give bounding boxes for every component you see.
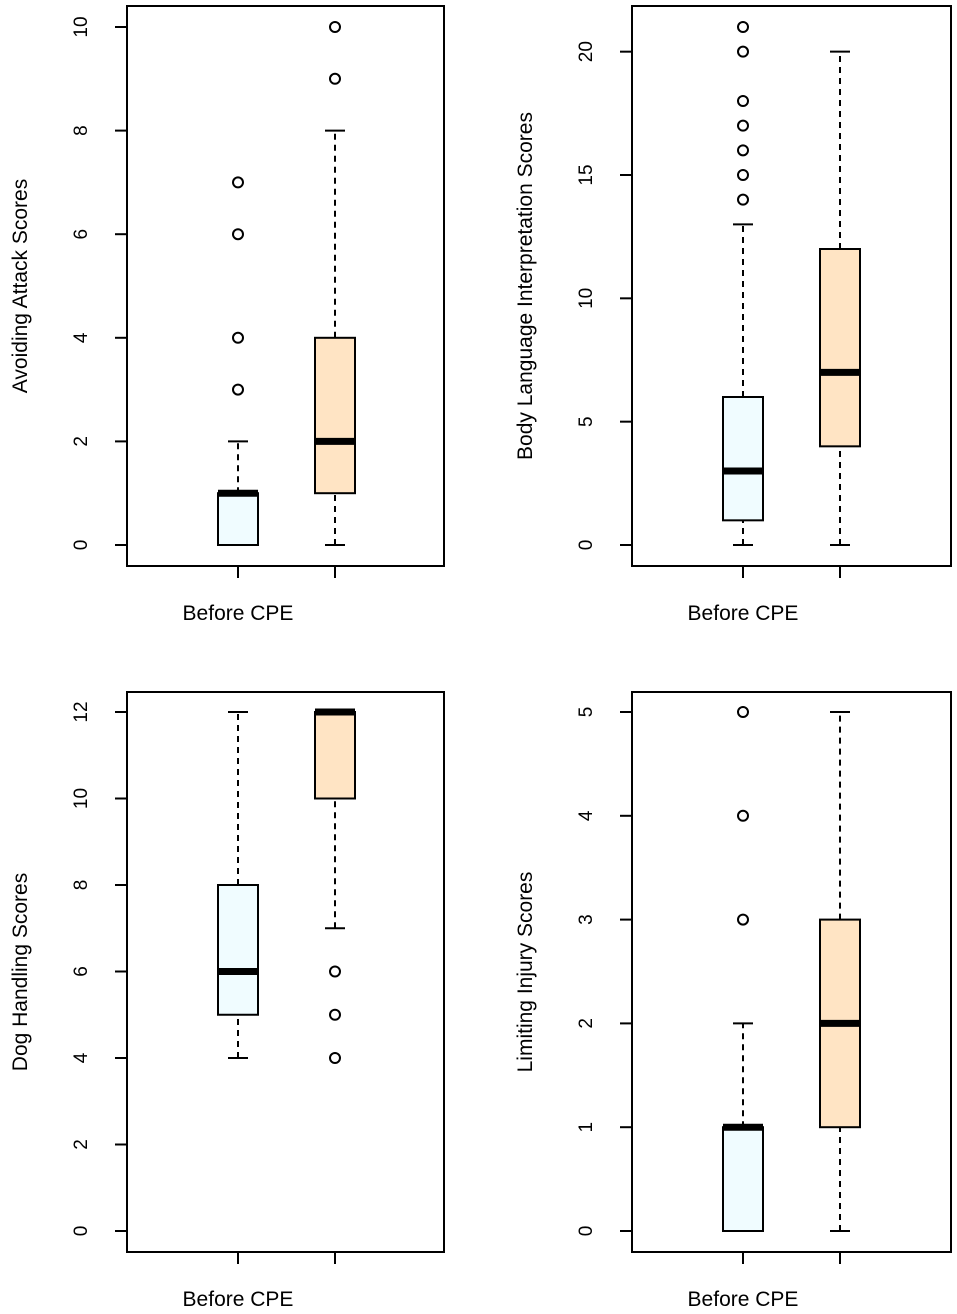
y-tick-label: 5 xyxy=(576,707,597,718)
y-tick-label: 20 xyxy=(576,41,597,62)
y-tick-label: 0 xyxy=(71,1226,92,1237)
box-after xyxy=(314,21,356,546)
outlier-point xyxy=(329,1052,341,1064)
outlier-point xyxy=(329,1008,341,1021)
outlier-point xyxy=(737,169,749,181)
plot-frame xyxy=(631,691,952,1253)
y-axis-label: Dog Handling Scores xyxy=(9,873,32,1071)
box-after xyxy=(819,711,861,1232)
y-axis-label: Avoiding Attack Scores xyxy=(9,179,32,393)
box-after xyxy=(314,708,356,1064)
outlier-point xyxy=(737,913,749,926)
y-axis-label: Limiting Injury Scores xyxy=(514,872,537,1073)
x-tick-label: Before CPE xyxy=(183,1288,294,1311)
plot-frame xyxy=(631,5,952,567)
box-iqr xyxy=(722,396,764,522)
panel-avoiding-attack: 0 2 4 6 8 10 Avoiding Attack Scores Before CPE xyxy=(9,5,445,625)
box-iqr xyxy=(819,248,861,448)
outlier-point xyxy=(737,706,749,718)
outlier-point xyxy=(737,144,749,157)
outlier-point xyxy=(232,228,244,241)
outlier-point xyxy=(232,176,244,189)
box-after xyxy=(819,50,861,546)
box-iqr xyxy=(314,711,356,800)
outlier-point xyxy=(737,95,749,107)
y-tick-label: 1 xyxy=(576,1122,597,1133)
y-tick-label: 15 xyxy=(576,164,597,185)
y-tick-label: 10 xyxy=(71,788,92,809)
y-tick-label: 0 xyxy=(576,540,597,551)
y-tick-label: 2 xyxy=(71,1139,92,1150)
box-iqr xyxy=(722,1126,764,1232)
box-iqr xyxy=(314,336,356,495)
x-tick-label: Before CPE xyxy=(688,1288,799,1311)
box-before xyxy=(217,176,259,547)
panel-body-language: 0 5 10 15 20 Body Language Interpretation Sco… xyxy=(514,5,952,625)
box-before xyxy=(217,711,259,1059)
panel-limiting-injury: 0 1 2 3 4 5 Limiting Injury Scores Before CPE xyxy=(514,691,952,1311)
y-tick-label: 8 xyxy=(71,125,92,136)
y-tick-label: 6 xyxy=(71,966,92,977)
x-tick-label: Before CPE xyxy=(183,602,294,625)
y-axis-label: Body Language Interpretation Scores xyxy=(514,112,537,460)
y-tick-label: 2 xyxy=(576,1018,597,1029)
y-tick-label: 10 xyxy=(576,288,597,309)
y-tick-label: 6 xyxy=(71,229,92,240)
outlier-point xyxy=(737,809,749,822)
panel-dog-handling: 0 2 4 6 8 10 12 Dog Handling Scores Before CPE xyxy=(9,691,445,1311)
y-tick-label: 3 xyxy=(576,914,597,925)
plot-frame xyxy=(126,691,445,1253)
outlier-point xyxy=(329,21,341,33)
y-tick-label: 0 xyxy=(576,1226,597,1237)
y-tick-label: 4 xyxy=(71,1052,92,1063)
outlier-point xyxy=(737,193,749,206)
y-tick-label: 5 xyxy=(576,416,597,427)
y-tick-label: 10 xyxy=(71,16,92,37)
y-tick-label: 12 xyxy=(71,701,92,722)
outlier-point xyxy=(737,21,749,33)
y-tick-label: 8 xyxy=(71,880,92,891)
outlier-point xyxy=(232,331,244,344)
plot-frame xyxy=(126,5,445,567)
y-tick-label: 2 xyxy=(71,436,92,447)
box-iqr xyxy=(217,884,259,1016)
outlier-point xyxy=(737,45,749,58)
outlier-point xyxy=(329,965,341,978)
outlier-point xyxy=(329,72,341,85)
box-before xyxy=(722,706,764,1232)
y-tick-label: 0 xyxy=(71,540,92,551)
y-tick-label: 4 xyxy=(576,810,597,821)
x-tick-label: Before CPE xyxy=(688,602,799,625)
outlier-point xyxy=(232,383,244,396)
outlier-point xyxy=(737,119,749,132)
box-before xyxy=(722,21,764,546)
y-tick-label: 4 xyxy=(71,332,92,343)
box-iqr xyxy=(217,492,259,547)
